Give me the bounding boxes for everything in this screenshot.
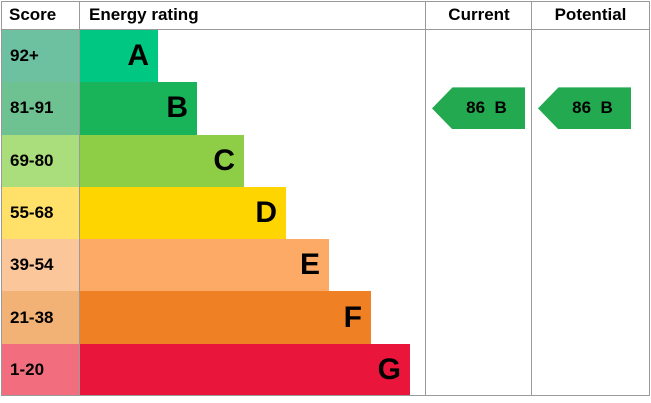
column-divider-score: [79, 1, 80, 395]
band-letter: G: [377, 352, 401, 386]
band-letter: D: [255, 195, 277, 229]
score-range-label: 81-91: [10, 98, 54, 118]
band-letter: E: [299, 248, 320, 282]
band-letter: B: [166, 91, 188, 125]
band-bar: A: [80, 30, 158, 83]
band-bar: G: [80, 343, 410, 396]
score-cell: 92+: [1, 30, 79, 83]
score-range-label: 1-20: [10, 359, 45, 379]
table-header: Score Energy rating Current Potential: [0, 0, 651, 29]
potential-rating-value: 86 B: [572, 98, 613, 118]
column-header-potential: Potential: [554, 5, 627, 24]
score-range-label: 92+: [10, 46, 39, 66]
score-cell: 21-38: [1, 291, 79, 344]
score-range-label: 55-68: [10, 202, 54, 222]
band-bar: D: [80, 186, 286, 240]
band-bar: B: [80, 82, 197, 135]
band-row: 1-20 G: [1, 343, 650, 396]
band-row: 92+ A: [1, 30, 650, 83]
column-header-energy-rating: Energy rating: [89, 5, 199, 24]
band-bar: C: [80, 134, 244, 187]
column-header-score: Score: [9, 5, 57, 24]
band-bar: F: [80, 291, 371, 344]
band-row: 39-54 E: [1, 239, 650, 292]
score-cell: 1-20: [1, 343, 79, 396]
band-row: 69-80 C: [1, 134, 650, 187]
score-range-label: 69-80: [10, 150, 54, 170]
score-range-label: 21-38: [10, 307, 54, 327]
column-header-current: Current: [448, 5, 510, 24]
header-divider: [1, 29, 650, 30]
band-row: 55-68 D: [1, 186, 650, 240]
band-bar: E: [80, 239, 329, 292]
band-letter: A: [127, 39, 149, 73]
column-divider-potential: [531, 1, 532, 395]
band-row: 81-91 B: [1, 82, 650, 135]
score-range-label: 39-54: [10, 255, 54, 275]
band-row: 21-38 F: [1, 291, 650, 344]
potential-rating-arrow: 86 B: [538, 87, 631, 130]
score-cell: 81-91: [1, 82, 79, 135]
column-divider-current: [425, 1, 426, 395]
band-letter: C: [213, 143, 235, 177]
score-cell: 55-68: [1, 186, 79, 240]
current-rating-value: 86 B: [466, 98, 507, 118]
score-cell: 69-80: [1, 134, 79, 187]
score-cell: 39-54: [1, 239, 79, 292]
band-letter: F: [343, 300, 362, 334]
current-rating-arrow: 86 B: [432, 87, 525, 130]
band-rows: 92+ A 81-91 B 69-80 C 55-68 D 39-54 E 21-38 F 1-20 G: [1, 30, 650, 396]
